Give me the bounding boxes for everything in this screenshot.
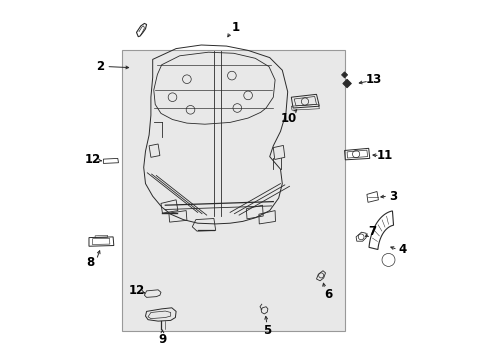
Text: 6: 6 <box>323 288 331 301</box>
Text: 9: 9 <box>158 333 166 346</box>
Text: 12: 12 <box>128 284 144 297</box>
Polygon shape <box>341 72 347 78</box>
Text: 8: 8 <box>86 256 94 269</box>
Text: 13: 13 <box>365 73 382 86</box>
Text: 10: 10 <box>280 112 296 125</box>
Polygon shape <box>342 79 351 88</box>
Text: 11: 11 <box>376 149 392 162</box>
Text: 4: 4 <box>398 243 406 256</box>
FancyBboxPatch shape <box>122 50 345 331</box>
Text: 12: 12 <box>84 153 101 166</box>
Text: 7: 7 <box>367 225 376 238</box>
Text: 2: 2 <box>96 60 104 73</box>
Text: 5: 5 <box>262 324 270 337</box>
Text: 3: 3 <box>388 190 396 203</box>
Text: 1: 1 <box>231 21 239 34</box>
